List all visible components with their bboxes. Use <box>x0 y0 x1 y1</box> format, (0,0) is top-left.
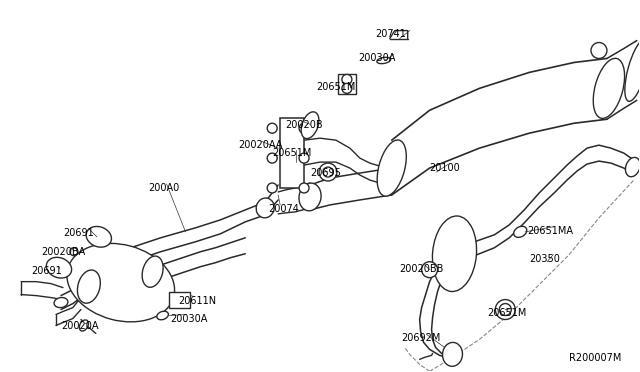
Ellipse shape <box>342 83 352 93</box>
Text: 20611N: 20611N <box>179 296 217 305</box>
Text: 20020AA: 20020AA <box>238 140 283 150</box>
Text: 20651MA: 20651MA <box>527 226 573 236</box>
Text: 20741: 20741 <box>375 29 406 39</box>
Text: 20651M: 20651M <box>316 82 355 92</box>
Bar <box>338 74 356 94</box>
Text: 20651M: 20651M <box>272 148 312 158</box>
Text: 20100: 20100 <box>429 163 460 173</box>
Bar <box>168 292 191 308</box>
Ellipse shape <box>142 256 163 287</box>
Bar <box>280 118 304 188</box>
Text: 20691: 20691 <box>63 228 93 238</box>
Ellipse shape <box>377 57 390 64</box>
Text: R200007M: R200007M <box>569 353 621 363</box>
Ellipse shape <box>67 243 175 322</box>
Text: 20691: 20691 <box>31 266 62 276</box>
Text: 20074: 20074 <box>268 204 299 214</box>
Text: 20030A: 20030A <box>171 314 208 324</box>
Ellipse shape <box>514 226 527 237</box>
Ellipse shape <box>54 298 68 308</box>
Ellipse shape <box>299 183 321 211</box>
Ellipse shape <box>591 42 607 58</box>
Ellipse shape <box>299 153 309 163</box>
Text: 20695: 20695 <box>310 168 341 178</box>
Ellipse shape <box>625 157 640 177</box>
Ellipse shape <box>377 140 406 196</box>
Ellipse shape <box>46 257 72 278</box>
Ellipse shape <box>267 183 277 193</box>
Ellipse shape <box>86 227 111 247</box>
Text: 20692M: 20692M <box>402 333 441 343</box>
Ellipse shape <box>422 262 438 278</box>
Ellipse shape <box>299 183 309 193</box>
Text: 20020BB: 20020BB <box>400 264 444 274</box>
Text: 20020B: 20020B <box>285 120 323 130</box>
Ellipse shape <box>267 153 277 163</box>
Ellipse shape <box>442 343 463 366</box>
Ellipse shape <box>433 216 477 292</box>
Text: 20651M: 20651M <box>488 308 527 318</box>
Text: 200A0: 200A0 <box>148 183 180 193</box>
Text: 20030A: 20030A <box>358 52 396 62</box>
Ellipse shape <box>447 250 462 260</box>
Ellipse shape <box>299 123 309 133</box>
Ellipse shape <box>342 74 352 84</box>
Ellipse shape <box>70 248 78 256</box>
Ellipse shape <box>157 311 168 320</box>
Ellipse shape <box>593 58 625 118</box>
Ellipse shape <box>267 123 277 133</box>
Ellipse shape <box>79 320 88 331</box>
Ellipse shape <box>499 304 511 315</box>
Text: 20020A: 20020A <box>61 321 99 331</box>
Ellipse shape <box>301 112 319 139</box>
Ellipse shape <box>323 167 333 177</box>
Ellipse shape <box>319 163 337 181</box>
Ellipse shape <box>495 299 515 320</box>
Text: 20350: 20350 <box>529 254 560 264</box>
Ellipse shape <box>256 198 275 218</box>
Text: 20020BA: 20020BA <box>41 247 85 257</box>
Ellipse shape <box>77 270 100 303</box>
Ellipse shape <box>625 39 640 101</box>
